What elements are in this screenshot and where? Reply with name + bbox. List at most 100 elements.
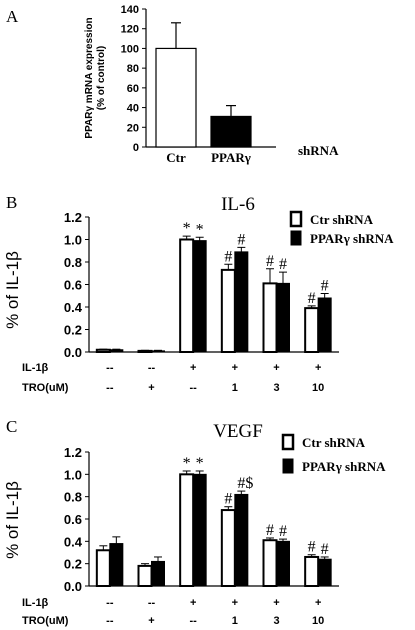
chart-c-annotation: * — [183, 455, 191, 472]
chart-b-bar-ppar — [317, 297, 332, 353]
chart-c-legend: Ctr shRNA PPARγ shRNA — [281, 433, 386, 474]
chart-c-bar-ctr — [179, 473, 195, 588]
chart-b-bar-ppar — [276, 282, 290, 353]
chart-c-annotation: * — [196, 455, 204, 472]
chart-b-row2-label: 1 — [232, 382, 238, 394]
chart-b-row1-label: + — [190, 362, 196, 374]
chart-a-ylabel-line1: PPARγ mRNA expression — [84, 17, 95, 138]
chart-a-ytick-label: 0 — [133, 142, 139, 154]
chart-c-annotation: #$ — [237, 475, 253, 492]
chart-c-row1-label: + — [232, 597, 238, 609]
chart-b-annotation: # — [321, 278, 329, 295]
chart-b-ytick-label: 0.4 — [64, 300, 83, 315]
chart-c-row2-label: 1 — [232, 615, 238, 627]
chart-b-bar-ctr — [304, 307, 320, 353]
chart-b-row-label-il1b: IL-1β — [22, 362, 49, 374]
chart-b-bar-ctr — [179, 238, 195, 353]
chart-b-row2-label: 3 — [273, 382, 279, 394]
chart-b-row2-label: -- — [106, 382, 114, 394]
chart-c-row1-label: -- — [148, 597, 156, 609]
chart-b-bar-ppar — [109, 349, 124, 353]
chart-a-xtick-label: PPARγ — [211, 150, 251, 165]
chart-a-ylabel-line2: (% of control) — [96, 46, 107, 110]
chart-c-row1-label: + — [273, 597, 279, 609]
chart-c-title: VEGF — [213, 421, 263, 442]
legend-c-swatch-ppar — [282, 458, 294, 474]
chart-b-ylabel: % of IL-1β — [3, 251, 22, 329]
chart-c-row2-label: 3 — [273, 615, 279, 627]
chart-c-ytick-label: 0.4 — [64, 534, 83, 549]
chart-a-ytick-label: 20 — [127, 122, 139, 134]
chart-b-row2-label: + — [148, 382, 154, 394]
legend-b-swatch-ppar — [290, 230, 302, 246]
chart-c-row2-label: -- — [106, 615, 114, 627]
chart-c-row1-label: + — [315, 597, 321, 609]
chart-c-ytick-label: 1.2 — [64, 445, 82, 460]
chart-c-bar-ppar — [109, 543, 124, 587]
chart-a-ytick-label: 140 — [121, 4, 139, 16]
chart-a-xtick-label: Ctr — [166, 150, 186, 165]
chart-b-row1-label: -- — [148, 362, 156, 374]
legend-b-label-ctr: Ctr shRNA — [310, 212, 374, 227]
chart-c-row1-label: -- — [106, 597, 114, 609]
legend-c-label-ppar: PPARγ shRNA — [302, 459, 386, 474]
chart-a-ytick-label: 120 — [121, 24, 139, 36]
chart-c-ytick-label: 1.0 — [64, 467, 82, 482]
chart-b-ytick-label: 0.2 — [64, 323, 82, 338]
chart-a-ytick-label: 40 — [127, 103, 139, 115]
chart-a-ytick-label: 100 — [121, 43, 139, 55]
chart-c-annotation: # — [224, 491, 232, 508]
chart-c-bar-ppar — [317, 558, 332, 587]
chart-b-bar-ctr — [137, 349, 153, 353]
chart-c-ylabel: % of IL-1β — [3, 481, 22, 559]
chart-c-annotation: # — [321, 541, 329, 558]
chart-b-annotation: * — [196, 221, 204, 238]
chart-a-bar-ctr — [155, 47, 197, 148]
chart-b-bar-ctr — [220, 268, 236, 353]
chart-c-ytick-label: 0.0 — [64, 579, 82, 594]
chart-c-bar-ctr — [220, 509, 236, 588]
chart-c-bar-ppar — [276, 540, 290, 587]
panel-letter-b: B — [6, 193, 17, 212]
chart-b-ytick-label: 1.0 — [64, 233, 82, 248]
chart-c-bar-ctr — [95, 549, 111, 587]
chart-b-bar-ppar — [234, 251, 249, 353]
chart-c-annotation: # — [279, 523, 287, 540]
chart-b-annotation: * — [183, 220, 191, 237]
chart-a-ytick-label: 80 — [127, 63, 139, 75]
chart-c-row2-label: -- — [190, 615, 198, 627]
legend-c-swatch-ctr — [281, 433, 295, 451]
chart-c-row-label-tro: TRO(uM) — [22, 615, 69, 627]
chart-c-annotation: # — [308, 539, 316, 556]
chart-b-ytick-label: 0.8 — [64, 255, 82, 270]
chart-b-row1-label: + — [273, 362, 279, 374]
chart-c-ytick-label: 0.2 — [64, 557, 82, 572]
chart-b-annotation: # — [224, 248, 232, 265]
chart-b-annotation: # — [308, 290, 316, 307]
chart-b-ytick-label: 0.0 — [64, 345, 82, 360]
chart-b-bar-ctr — [262, 282, 278, 353]
chart-c-row1-label: + — [190, 597, 196, 609]
chart-c-bar-ctr — [262, 539, 278, 588]
chart-b-row2-label: 10 — [312, 382, 324, 394]
chart-a-xlabel: shRNA — [298, 143, 339, 158]
chart-c-row-label-il1b: IL-1β — [22, 597, 49, 609]
chart-c-bar-ctr — [304, 555, 320, 588]
panel-letter-c: C — [6, 417, 17, 436]
chart-c-bar-ppar — [192, 473, 207, 587]
chart-c-ytick-label: 0.8 — [64, 490, 82, 505]
chart-c-annotation: # — [266, 522, 274, 539]
chart-c-ytick-label: 0.6 — [64, 512, 82, 527]
chart-b-ytick-label: 0.6 — [64, 278, 82, 293]
chart-c-bar-ctr — [137, 564, 153, 588]
chart-c-bar-ppar — [234, 493, 249, 587]
chart-a-ytick-label: 60 — [127, 83, 139, 95]
chart-b-annotation: # — [279, 256, 287, 273]
chart-b-bar-ppar — [151, 350, 165, 353]
chart-a-bar-ppar — [210, 115, 252, 148]
chart-b-annotation: # — [266, 253, 274, 270]
panel-letter-a: A — [6, 7, 19, 26]
chart-c-bar-ppar — [151, 560, 165, 587]
legend-c-label-ctr: Ctr shRNA — [302, 435, 366, 450]
